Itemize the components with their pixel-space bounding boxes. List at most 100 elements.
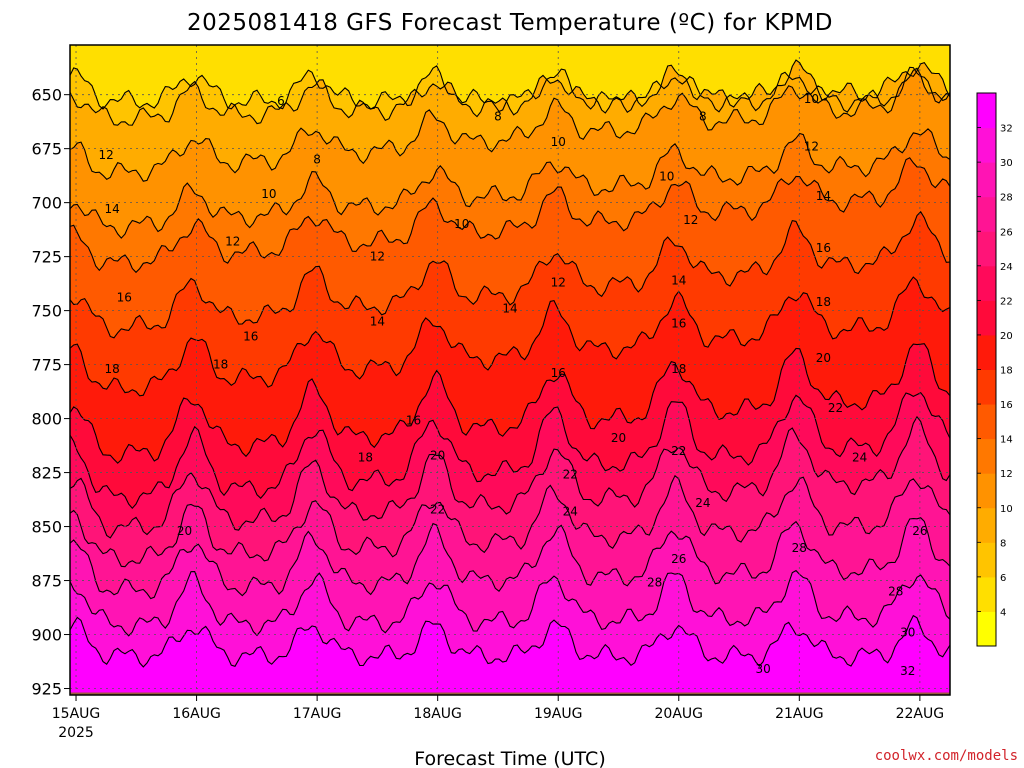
colorbar-label-32: 32 [1000, 124, 1013, 135]
colorbar-label-14: 14 [1000, 435, 1013, 446]
isotherm-label-12-5: 12 [804, 139, 819, 153]
isotherm-8 [70, 59, 950, 126]
isotherm-label-18-4: 18 [816, 295, 831, 309]
isotherm-label-22-3: 22 [828, 401, 843, 415]
y-tick-label-675: 675 [31, 140, 62, 159]
y-tick-label-725: 725 [31, 248, 62, 267]
isotherm-label-8-2: 8 [699, 109, 707, 123]
colorbar-swatch-12 [977, 196, 996, 232]
x-tick-sublabel-15AUG: 2025 [58, 725, 94, 741]
isotherm-label-32-0: 32 [900, 664, 915, 678]
colorbar-swatch-3 [977, 507, 996, 543]
y-tick-label-875: 875 [31, 572, 62, 591]
y-tick-label-850: 850 [31, 518, 62, 537]
isotherm-label-28-0: 28 [647, 576, 662, 590]
colorbar-swatch-0 [977, 611, 996, 647]
x-axis-title: Forecast Time (UTC) [414, 748, 605, 768]
band-32 [70, 615, 950, 695]
colorbar-label-6: 6 [1000, 573, 1006, 584]
x-tick-label-19AUG: 19AUG [534, 706, 583, 722]
isotherm-label-12-4: 12 [683, 213, 698, 227]
source-credit: coolwx.com/models [875, 748, 1018, 764]
colorbar-swatch-4 [977, 473, 996, 509]
colorbar-swatch-8 [977, 334, 996, 370]
isotherm-label-14-2: 14 [502, 301, 517, 315]
colorbar-swatch-1 [977, 576, 996, 612]
isotherm-label-18-1: 18 [213, 358, 228, 372]
y-tick-label-900: 900 [31, 626, 62, 645]
colorbar-swatch-5 [977, 438, 996, 474]
colorbar-label-10: 10 [1000, 504, 1013, 515]
isotherm-label-20-0: 20 [177, 524, 192, 538]
isotherm-label-14-0: 14 [105, 202, 120, 216]
isotherm-label-30-1: 30 [900, 625, 915, 639]
colorbar-swatch-7 [977, 369, 996, 405]
colorbar-legend: 4 6 8 10 12 14 16 18 20 22 24 26 28 30 32 [976, 92, 1013, 647]
y-tick-label-650: 650 [31, 86, 62, 105]
grid-lines [70, 45, 950, 695]
y-tick-label-800: 800 [31, 410, 62, 429]
isotherm-12 [70, 128, 950, 239]
isotherm-label-22-2: 22 [671, 444, 686, 458]
isotherm-lines [70, 59, 950, 668]
y-tick-label-775: 775 [31, 356, 62, 375]
colorbar-label-22: 22 [1000, 296, 1013, 307]
colorbar-swatch-15 [977, 93, 996, 129]
isotherm-label-30-0: 30 [756, 662, 771, 676]
colorbar-label-8: 8 [1000, 538, 1006, 549]
x-tick-label-22AUG: 22AUG [896, 706, 945, 722]
plot-area: 6 8 8 8 10 10 10 10 10 12 12 12 12 12 12 14 14 14 14 14 16 16… [70, 45, 950, 695]
isotherm-label-14-1: 14 [370, 314, 385, 328]
isotherm-label-22-1: 22 [563, 468, 578, 482]
isotherm-label-20-1: 20 [430, 448, 445, 462]
colorbar-label-12: 12 [1000, 469, 1013, 480]
isotherm-22 [70, 392, 950, 510]
isotherm-label-14-3: 14 [671, 273, 686, 287]
x-tick-label-18AUG: 18AUG [413, 706, 462, 722]
isotherm-label-24-0: 24 [563, 504, 578, 518]
plot-frame [69, 44, 951, 696]
isotherm-label-20-2: 20 [611, 431, 626, 445]
isotherm-label-20-3: 20 [816, 351, 831, 365]
isotherm-32 [70, 614, 950, 668]
isotherm-label-18-0: 18 [105, 362, 120, 376]
isotherm-label-12-0: 12 [99, 148, 114, 162]
y-tick-label-925: 925 [31, 680, 62, 699]
colorbar-swatch-2 [977, 542, 996, 578]
isotherm-label-26-1: 26 [912, 524, 927, 538]
x-tick-label-16AUG: 16AUG [172, 706, 221, 722]
isotherm-6 [70, 65, 950, 113]
colorbar-label-28: 28 [1000, 193, 1013, 204]
isotherm-label-16-5: 16 [816, 241, 831, 255]
isotherm-label-18-2: 18 [358, 450, 373, 464]
colorbar-label-20: 20 [1000, 331, 1013, 342]
colorbar-swatch-10 [977, 265, 996, 301]
isotherm-24 [70, 415, 950, 539]
isotherm-label-18-3: 18 [671, 362, 686, 376]
isotherm-label-10-2: 10 [551, 135, 566, 149]
chart-title: 2025081418 GFS Forecast Temperature (ºC)… [187, 10, 833, 36]
isotherm-30 [70, 569, 950, 637]
isotherm-label-12-2: 12 [370, 250, 385, 264]
isotherm-28 [70, 517, 950, 600]
isotherm-label-24-1: 24 [695, 496, 710, 510]
isotherm-10 [70, 67, 950, 182]
isotherm-label-16-3: 16 [551, 366, 566, 380]
colorbar-swatch-6 [977, 404, 996, 440]
x-tick-label-17AUG: 17AUG [293, 706, 342, 722]
colorbar-label-4: 4 [1000, 607, 1006, 618]
isotherm-label-12-1: 12 [225, 235, 240, 249]
colorbar-swatch-14 [977, 127, 996, 163]
isotherm-label-10-3: 10 [659, 170, 674, 184]
colorbar-label-26: 26 [1000, 227, 1013, 238]
colorbar-label-16: 16 [1000, 400, 1013, 411]
isotherm-label-14-4: 14 [816, 189, 831, 203]
colorbar-swatch-11 [977, 231, 996, 267]
isotherm-label-16-4: 16 [671, 317, 686, 331]
x-tick-label-21AUG: 21AUG [775, 706, 824, 722]
isotherm-label-28-2: 28 [888, 584, 903, 598]
isotherm-label-12-3: 12 [551, 276, 566, 290]
x-tick-label-20AUG: 20AUG [655, 706, 704, 722]
isotherm-label-10-1: 10 [454, 217, 469, 231]
